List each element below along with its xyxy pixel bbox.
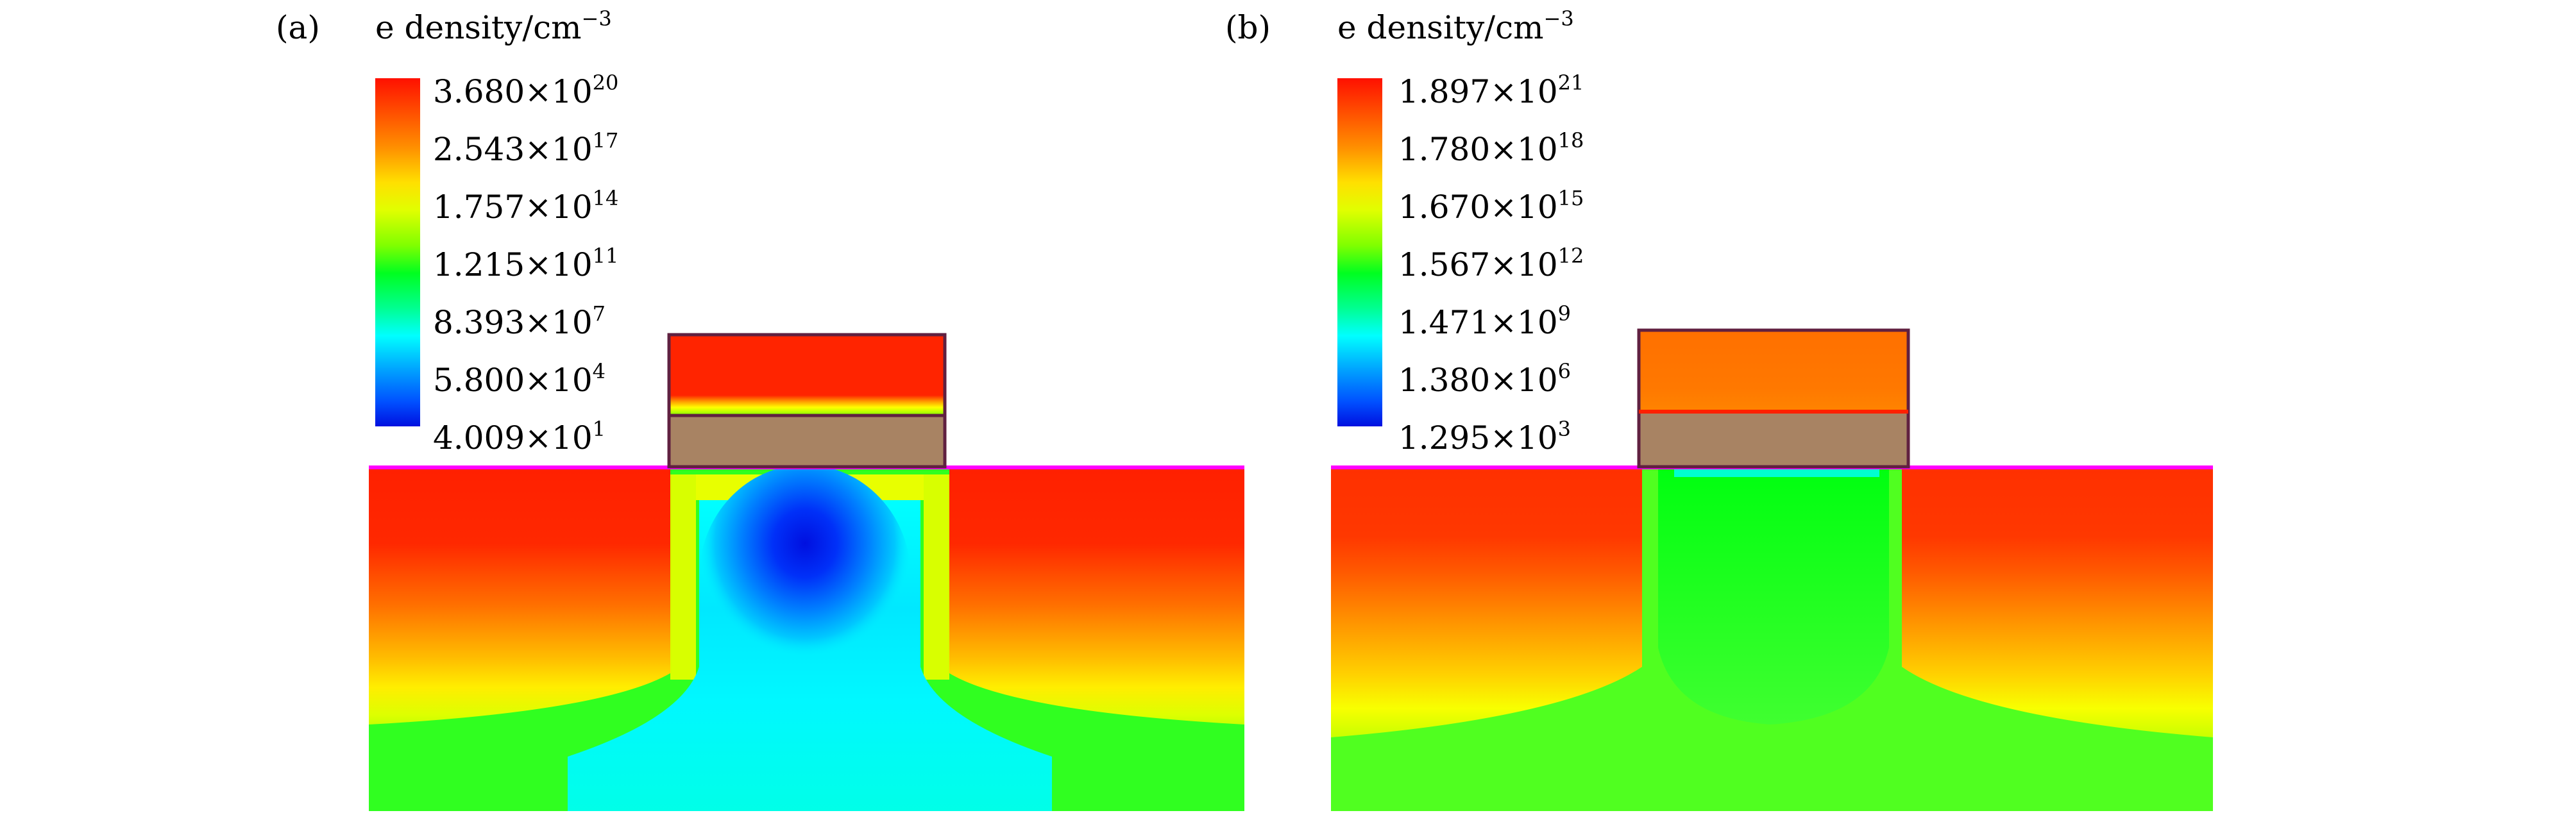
tick-times-ten: ×10	[525, 362, 593, 399]
legend-ticks-a: 3.680×10202.543×10171.757×10141.215×1011…	[433, 71, 618, 457]
tick-times-ten: ×10	[1490, 419, 1558, 457]
device-b	[1331, 328, 2213, 811]
tick-exponent: 17	[593, 128, 619, 153]
legend-tick-label: 1.780×1018	[1398, 128, 1584, 168]
tick-mantissa: 4.009	[433, 419, 525, 457]
tick-exponent: 21	[1558, 71, 1584, 95]
colorbar-a	[375, 78, 420, 426]
legend-tick-label: 1.670×1015	[1398, 186, 1584, 226]
legend-b: e density/cm−3 1.897×10211.780×10181.670…	[1337, 6, 1584, 457]
tick-exponent: 18	[1558, 128, 1584, 153]
legend-title-b: e density/cm−3	[1337, 6, 1574, 46]
legend-title-a: e density/cm−3	[375, 6, 612, 46]
tick-times-ten: ×10	[1490, 246, 1558, 283]
legend-tick-label: 2.543×1017	[433, 128, 618, 168]
tick-mantissa: 1.780	[1398, 131, 1490, 168]
tick-times-ten: ×10	[1490, 131, 1558, 168]
legend-tick-label: 8.393×107	[433, 301, 606, 341]
tick-mantissa: 5.800	[433, 362, 525, 399]
legend-tick-label: 3.680×1020	[433, 71, 618, 110]
gate-a	[667, 333, 947, 417]
tick-exponent: 6	[1558, 359, 1571, 383]
device-a	[369, 333, 1244, 811]
tick-mantissa: 3.680	[433, 73, 525, 110]
tick-exponent: 20	[593, 71, 619, 95]
tick-times-ten: ×10	[1490, 362, 1558, 399]
panel-label-a: (a)	[276, 9, 320, 46]
tick-exponent: 9	[1558, 301, 1571, 326]
legend-a: e density/cm−3 3.680×10202.543×10171.757…	[375, 6, 618, 457]
channel-region-b	[1658, 468, 1889, 725]
tick-mantissa: 1.567	[1398, 246, 1490, 283]
tick-mantissa: 8.393	[433, 304, 525, 341]
legend-title-text-b: e density/cm	[1337, 9, 1544, 46]
panel-a: (a) e density/cm−3 3.680×10202.543×10171…	[276, 6, 1244, 811]
legend-tick-label: 1.380×106	[1398, 359, 1571, 399]
tick-mantissa: 1.471	[1398, 304, 1490, 341]
tick-mantissa: 2.543	[433, 131, 525, 168]
gate-b	[1637, 328, 1910, 414]
tick-exponent: 1	[593, 417, 606, 441]
legend-title-exponent-a: −3	[582, 6, 612, 31]
tick-exponent: 15	[1558, 186, 1584, 210]
legend-ticks-b: 1.897×10211.780×10181.670×10151.567×1012…	[1398, 71, 1584, 457]
colorbar-b	[1337, 78, 1382, 426]
legend-tick-label: 1.295×103	[1398, 417, 1571, 457]
legend-title-exponent-b: −3	[1544, 6, 1574, 31]
legend-tick-label: 1.757×1014	[433, 186, 618, 226]
legend-tick-label: 1.471×109	[1398, 301, 1571, 341]
tick-exponent: 3	[1558, 417, 1571, 441]
tick-mantissa: 1.295	[1398, 419, 1490, 457]
tick-times-ten: ×10	[1490, 73, 1558, 110]
panel-b: (b) e density/cm−3 1.897×10211.780×10181…	[1225, 6, 2213, 811]
legend-tick-label: 1.567×1012	[1398, 244, 1584, 283]
tick-mantissa: 1.380	[1398, 362, 1490, 399]
tick-times-ten: ×10	[525, 189, 593, 226]
tick-mantissa: 1.897	[1398, 73, 1490, 110]
legend-tick-label: 5.800×104	[433, 359, 606, 399]
tick-times-ten: ×10	[525, 304, 593, 341]
tick-exponent: 7	[593, 301, 606, 326]
depletion-core-a	[699, 465, 911, 689]
tick-times-ten: ×10	[1490, 304, 1558, 341]
tick-exponent: 11	[593, 244, 619, 268]
tick-times-ten: ×10	[525, 246, 593, 283]
tick-exponent: 12	[1558, 244, 1584, 268]
legend-title-text-a: e density/cm	[375, 9, 582, 46]
tick-times-ten: ×10	[525, 73, 593, 110]
tick-times-ten: ×10	[1490, 189, 1558, 226]
tick-exponent: 14	[593, 186, 619, 210]
legend-tick-label: 1.897×1021	[1398, 71, 1584, 110]
tick-exponent: 4	[593, 359, 606, 383]
legend-tick-label: 4.009×101	[433, 417, 606, 457]
tick-times-ten: ×10	[525, 419, 593, 457]
gate-oxide-b	[1637, 410, 1910, 469]
panel-label-b: (b)	[1225, 9, 1271, 46]
legend-tick-label: 1.215×1011	[433, 244, 618, 283]
tick-mantissa: 1.757	[433, 189, 525, 226]
tick-times-ten: ×10	[525, 131, 593, 168]
tick-mantissa: 1.215	[433, 246, 525, 283]
tick-mantissa: 1.670	[1398, 189, 1490, 226]
gate-oxide-a	[667, 414, 947, 469]
channel-top-cyan-b	[1674, 468, 1879, 477]
